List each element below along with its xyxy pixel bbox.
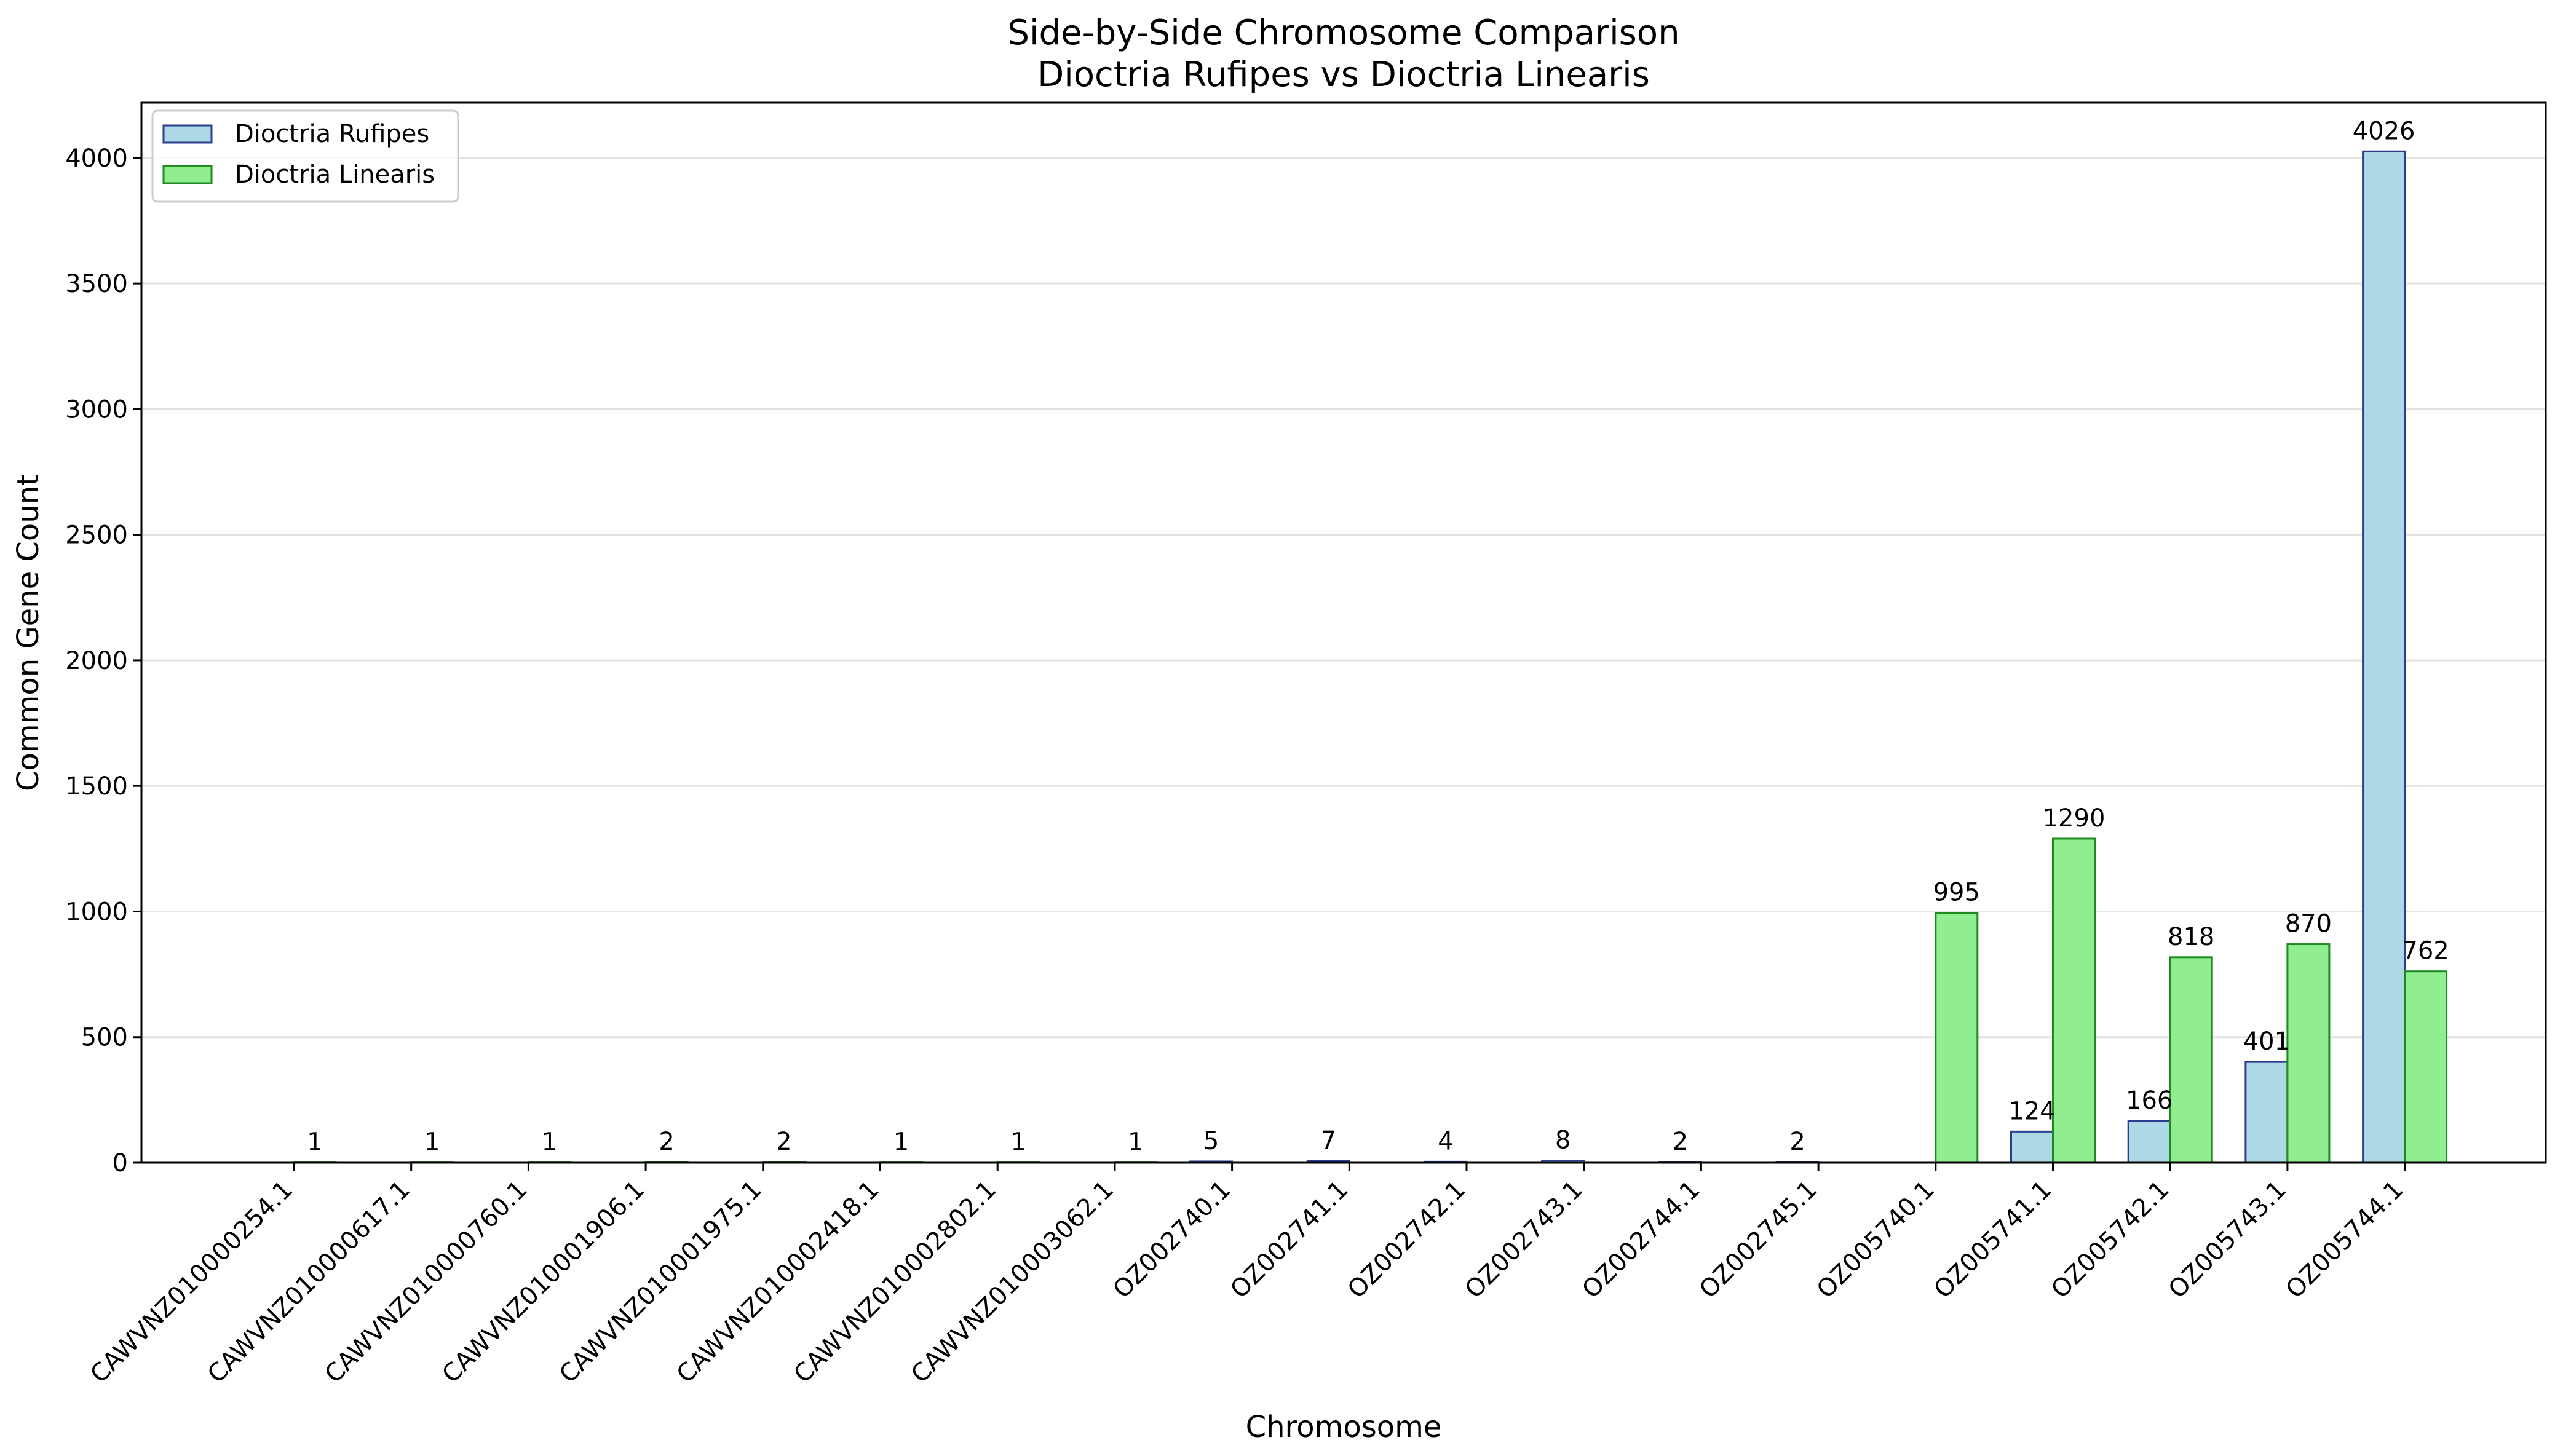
data-label-dioctria-rufipes: 4 xyxy=(1438,1127,1453,1155)
legend: Dioctria Rufipes Dioctria Linearis xyxy=(151,109,459,203)
bars xyxy=(293,150,2448,1164)
data-label-dioctria-linearis: 1 xyxy=(1128,1128,1143,1157)
bar-dioctria-rufipes xyxy=(2244,1061,2289,1164)
data-label-dioctria-rufipes: 124 xyxy=(2008,1097,2055,1125)
y-axis-label: Common Gene Count xyxy=(11,474,46,791)
x-axis-label: Chromosome xyxy=(1246,1410,1442,1444)
x-tick-label: OZ005742.1 xyxy=(2046,1176,2174,1304)
y-tick-label: 2000 xyxy=(65,647,128,675)
data-label-dioctria-linearis: 1 xyxy=(307,1128,322,1157)
legend-box xyxy=(151,109,459,203)
gridlines xyxy=(141,157,2546,1164)
data-label-dioctria-rufipes: 5 xyxy=(1203,1127,1219,1155)
bar-dioctria-linearis xyxy=(2169,956,2213,1164)
x-tick-label: OZ002742.1 xyxy=(1342,1176,1471,1304)
data-label-dioctria-linearis: 1 xyxy=(542,1128,557,1157)
bar-dioctria-rufipes xyxy=(2010,1130,2054,1164)
data-label-dioctria-linearis: 1290 xyxy=(2043,804,2105,833)
data-labels: 5 7 4 8 2 2 124 166 401 4026 1 1 1 2 2 1 1 1 995 1290 818 870… xyxy=(307,117,2449,1156)
data-label-dioctria-linearis: 995 xyxy=(1933,879,1980,907)
x-tick-label: OZ002743.1 xyxy=(1460,1176,1588,1304)
bar-dioctria-rufipes xyxy=(2127,1120,2171,1164)
x-tick-label: CAWVNZ010002802.1 xyxy=(788,1176,1002,1389)
data-label-dioctria-linearis: 1 xyxy=(424,1128,440,1157)
x-tick-label: CAWVNZ010002418.1 xyxy=(671,1176,885,1389)
data-label-dioctria-linearis: 1 xyxy=(1010,1128,1026,1157)
y-tick-label: 0 xyxy=(113,1149,128,1177)
data-label-dioctria-linearis: 1 xyxy=(893,1128,909,1157)
chart-title: Side-by-Side Chromosome Comparison xyxy=(1007,13,1679,53)
data-label-dioctria-rufipes: 2 xyxy=(1789,1128,1805,1156)
bar-dioctria-linearis xyxy=(2404,970,2448,1164)
x-axis: CAWVNZ010000254.1CAWVNZ010000617.1CAWVNZ… xyxy=(85,1163,2409,1388)
y-tick-label: 1500 xyxy=(65,772,128,801)
x-tick-label: CAWVNZ010001906.1 xyxy=(437,1176,650,1389)
y-tick-label: 2500 xyxy=(65,521,128,550)
data-label-dioctria-linearis: 870 xyxy=(2285,910,2332,938)
legend-label-linearis: Dioctria Linearis xyxy=(235,160,435,189)
x-tick-label: OZ002745.1 xyxy=(1694,1176,1823,1304)
data-label-dioctria-rufipes: 2 xyxy=(1673,1128,1688,1156)
x-tick-label: OZ002744.1 xyxy=(1577,1176,1705,1304)
bar-dioctria-linearis xyxy=(2286,943,2331,1164)
x-tick-label: OZ005744.1 xyxy=(2281,1176,2409,1304)
x-tick-label: CAWVNZ010001975.1 xyxy=(554,1176,767,1389)
bar-dioctria-linearis xyxy=(2052,837,2096,1164)
bar-dioctria-linearis xyxy=(1935,912,1979,1164)
x-tick-label: CAWVNZ010000254.1 xyxy=(85,1176,298,1389)
data-label-dioctria-rufipes: 4026 xyxy=(2353,117,2415,145)
x-tick-label: OZ005741.1 xyxy=(1928,1176,2057,1304)
y-tick-label: 3000 xyxy=(65,395,128,424)
data-label-dioctria-linearis: 2 xyxy=(659,1128,674,1156)
data-label-dioctria-rufipes: 166 xyxy=(2126,1086,2173,1115)
x-tick-label: OZ005743.1 xyxy=(2163,1176,2292,1304)
data-label-dioctria-linearis: 762 xyxy=(2402,937,2449,965)
x-tick-label: CAWVNZ010003062.1 xyxy=(906,1176,1119,1389)
data-label-dioctria-rufipes: 401 xyxy=(2243,1027,2290,1056)
data-label-dioctria-linearis: 818 xyxy=(2168,923,2214,951)
plot-frame xyxy=(140,101,2547,1164)
bar-dioctria-rufipes xyxy=(2362,150,2406,1164)
x-tick-label: OZ002740.1 xyxy=(1108,1176,1237,1304)
x-tick-label: CAWVNZ010000760.1 xyxy=(320,1176,533,1389)
y-tick-label: 1000 xyxy=(65,898,128,926)
y-axis: 0 500 1000 1500 2000 2500 3000 3500 4000 xyxy=(65,144,141,1177)
x-tick-label: OZ002741.1 xyxy=(1225,1176,1353,1304)
legend-swatch-rufipes xyxy=(162,124,213,144)
legend-swatch-linearis xyxy=(162,165,213,184)
y-tick-label: 4000 xyxy=(65,144,128,173)
y-tick-label: 500 xyxy=(81,1024,128,1052)
data-label-dioctria-linearis: 2 xyxy=(776,1128,791,1156)
legend-label-rufipes: Dioctria Rufipes xyxy=(235,120,429,148)
data-label-dioctria-rufipes: 8 xyxy=(1555,1126,1571,1155)
x-tick-label: CAWVNZ010000617.1 xyxy=(202,1176,416,1389)
y-tick-label: 3500 xyxy=(65,270,128,298)
data-label-dioctria-rufipes: 7 xyxy=(1321,1126,1336,1155)
chart-subtitle: Dioctria Rufipes vs Dioctria Linearis xyxy=(1037,55,1650,95)
x-tick-label: OZ005740.1 xyxy=(1812,1176,1940,1304)
